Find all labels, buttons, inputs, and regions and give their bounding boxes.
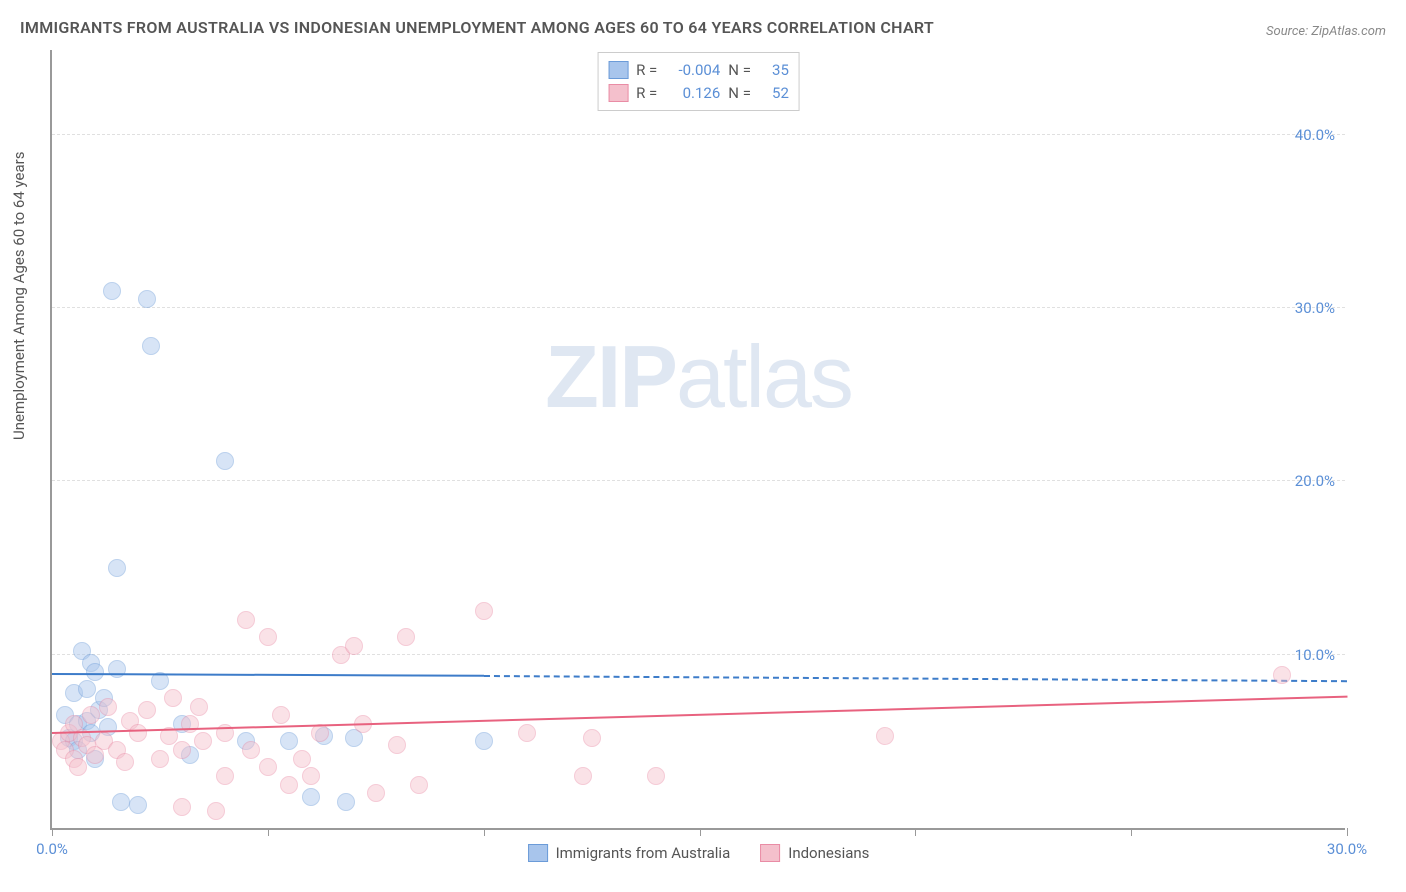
data-point (138, 290, 156, 308)
legend-R-label-1: R = (636, 59, 657, 82)
data-point (259, 758, 277, 776)
legend-R-value-2: 0.126 (665, 82, 720, 105)
gridline-h (52, 654, 1345, 655)
x-tick (484, 828, 485, 836)
y-tick-label: 10.0% (1295, 646, 1335, 664)
data-point (272, 706, 290, 724)
legend-R-value-1: -0.004 (665, 59, 720, 82)
data-point (280, 776, 298, 794)
data-point (129, 796, 147, 814)
gridline-h (52, 480, 1345, 481)
legend-N-value-1: 35 (759, 59, 789, 82)
legend-swatch-pink (608, 84, 628, 102)
data-point (69, 758, 87, 776)
data-point (190, 698, 208, 716)
data-point (181, 715, 199, 733)
data-point (397, 628, 415, 646)
gridline-h (52, 134, 1345, 135)
chart-container: IMMIGRANTS FROM AUSTRALIA VS INDONESIAN … (0, 0, 1406, 892)
data-point (82, 706, 100, 724)
x-tick (52, 828, 53, 836)
data-point (259, 628, 277, 646)
data-point (388, 736, 406, 754)
plot-area: ZIPatlas R = -0.004 N = 35 R = 0.126 N =… (50, 50, 1345, 830)
data-point (138, 701, 156, 719)
legend-label-1: Immigrants from Australia (556, 844, 731, 862)
data-point (367, 784, 385, 802)
data-point (99, 698, 117, 716)
gridline-h (52, 307, 1345, 308)
data-point (129, 724, 147, 742)
data-point (216, 767, 234, 785)
data-point (112, 793, 130, 811)
trend-line (52, 696, 1347, 734)
legend-bottom-item-1: Immigrants from Australia (528, 844, 731, 862)
legend-swatch-blue-icon (528, 844, 548, 862)
legend-correlation-box: R = -0.004 N = 35 R = 0.126 N = 52 (597, 52, 800, 111)
x-tick-label: 30.0% (1327, 840, 1367, 858)
legend-swatch-blue (608, 61, 628, 79)
data-point (876, 727, 894, 745)
data-point (302, 788, 320, 806)
legend-N-label-2: N = (728, 82, 751, 105)
legend-bottom-item-2: Indonesians (760, 844, 869, 862)
data-point (345, 637, 363, 655)
data-point (116, 753, 134, 771)
data-point (173, 798, 191, 816)
data-point (242, 741, 260, 759)
legend-N-value-2: 52 (759, 82, 789, 105)
data-point (293, 750, 311, 768)
x-tick (1347, 828, 1348, 836)
data-point (103, 282, 121, 300)
trend-line (484, 675, 1347, 682)
y-tick-label: 40.0% (1295, 126, 1335, 144)
data-point (518, 724, 536, 742)
y-tick-label: 30.0% (1295, 299, 1335, 317)
legend-label-2: Indonesians (788, 844, 869, 862)
x-tick (268, 828, 269, 836)
data-point (337, 793, 355, 811)
watermark: ZIPatlas (545, 326, 852, 428)
data-point (647, 767, 665, 785)
legend-row-series-1: R = -0.004 N = 35 (608, 59, 789, 82)
data-point (142, 337, 160, 355)
data-point (583, 729, 601, 747)
data-point (151, 750, 169, 768)
legend-R-label-2: R = (636, 82, 657, 105)
data-point (280, 732, 298, 750)
data-point (475, 602, 493, 620)
x-tick-label: 0.0% (36, 840, 68, 858)
data-point (237, 611, 255, 629)
data-point (475, 732, 493, 750)
legend-N-label-1: N = (728, 59, 751, 82)
data-point (1273, 666, 1291, 684)
legend-row-series-2: R = 0.126 N = 52 (608, 82, 789, 105)
x-tick (915, 828, 916, 836)
data-point (164, 689, 182, 707)
data-point (207, 802, 225, 820)
data-point (216, 452, 234, 470)
data-point (78, 680, 96, 698)
chart-title: IMMIGRANTS FROM AUSTRALIA VS INDONESIAN … (20, 18, 934, 37)
data-point (86, 663, 104, 681)
data-point (194, 732, 212, 750)
data-point (108, 559, 126, 577)
data-point (302, 767, 320, 785)
x-tick (700, 828, 701, 836)
source-label: Source: ZipAtlas.com (1266, 24, 1386, 39)
data-point (173, 741, 191, 759)
legend-swatch-pink-icon (760, 844, 780, 862)
legend-bottom: Immigrants from Australia Indonesians (528, 844, 870, 862)
y-tick-label: 20.0% (1295, 472, 1335, 490)
data-point (410, 776, 428, 794)
x-tick (1131, 828, 1132, 836)
y-axis-label: Unemployment Among Ages 60 to 64 years (10, 152, 28, 440)
data-point (574, 767, 592, 785)
